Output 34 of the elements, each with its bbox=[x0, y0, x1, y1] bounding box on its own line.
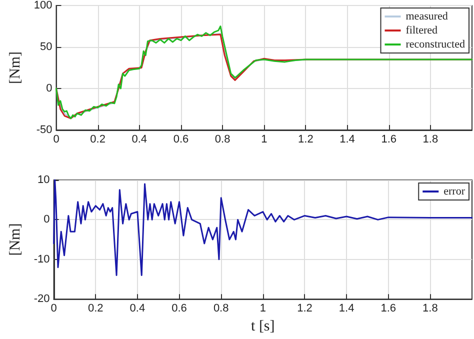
y-tick-label: 50 bbox=[40, 41, 52, 53]
y-axis-title: [Nm] bbox=[8, 223, 24, 256]
y-tick-label: -50 bbox=[36, 124, 52, 136]
x-tick-label: 1 bbox=[260, 302, 266, 315]
x-tick-label: 1.8 bbox=[422, 302, 438, 315]
y-tick-label: -10 bbox=[34, 253, 50, 266]
line-series bbox=[53, 179, 473, 276]
x-axis-title: t [s] bbox=[251, 318, 275, 334]
x-tick-label: 0.6 bbox=[172, 302, 187, 315]
x-tick-label: 1.6 bbox=[381, 134, 396, 146]
x-tick-label: 0.8 bbox=[214, 134, 230, 146]
x-tick-label: 1.8 bbox=[422, 134, 438, 146]
legend-label: measured bbox=[406, 10, 448, 22]
y-axis-title: [Nm] bbox=[8, 52, 24, 84]
x-tick-label: 1.2 bbox=[298, 134, 314, 146]
x-tick-label: 1.4 bbox=[338, 302, 354, 315]
x-tick-label: 0.8 bbox=[213, 302, 229, 315]
legend-label: filtered bbox=[406, 24, 438, 36]
y-tick-label: 0 bbox=[46, 82, 52, 94]
x-tick-label: 1.6 bbox=[380, 302, 396, 315]
x-tick-label: 1.2 bbox=[297, 302, 312, 315]
y-tick-label: 10 bbox=[38, 174, 50, 186]
y-tick-label: 0 bbox=[44, 214, 50, 226]
x-tick-label: 0.4 bbox=[132, 134, 148, 146]
x-tick-label: 1 bbox=[261, 134, 268, 146]
x-tick-label: 0.2 bbox=[90, 134, 106, 146]
x-tick-label: 1.4 bbox=[340, 134, 355, 146]
y-tick-label: -20 bbox=[34, 293, 50, 306]
y-tick-label: 100 bbox=[34, 0, 52, 12]
legend-label: error bbox=[444, 186, 466, 198]
x-tick-label: 0.4 bbox=[130, 302, 146, 315]
x-tick-label: 0.2 bbox=[88, 302, 104, 315]
x-tick-label: 0.6 bbox=[173, 134, 189, 146]
legend-label: reconstructed bbox=[406, 38, 466, 50]
